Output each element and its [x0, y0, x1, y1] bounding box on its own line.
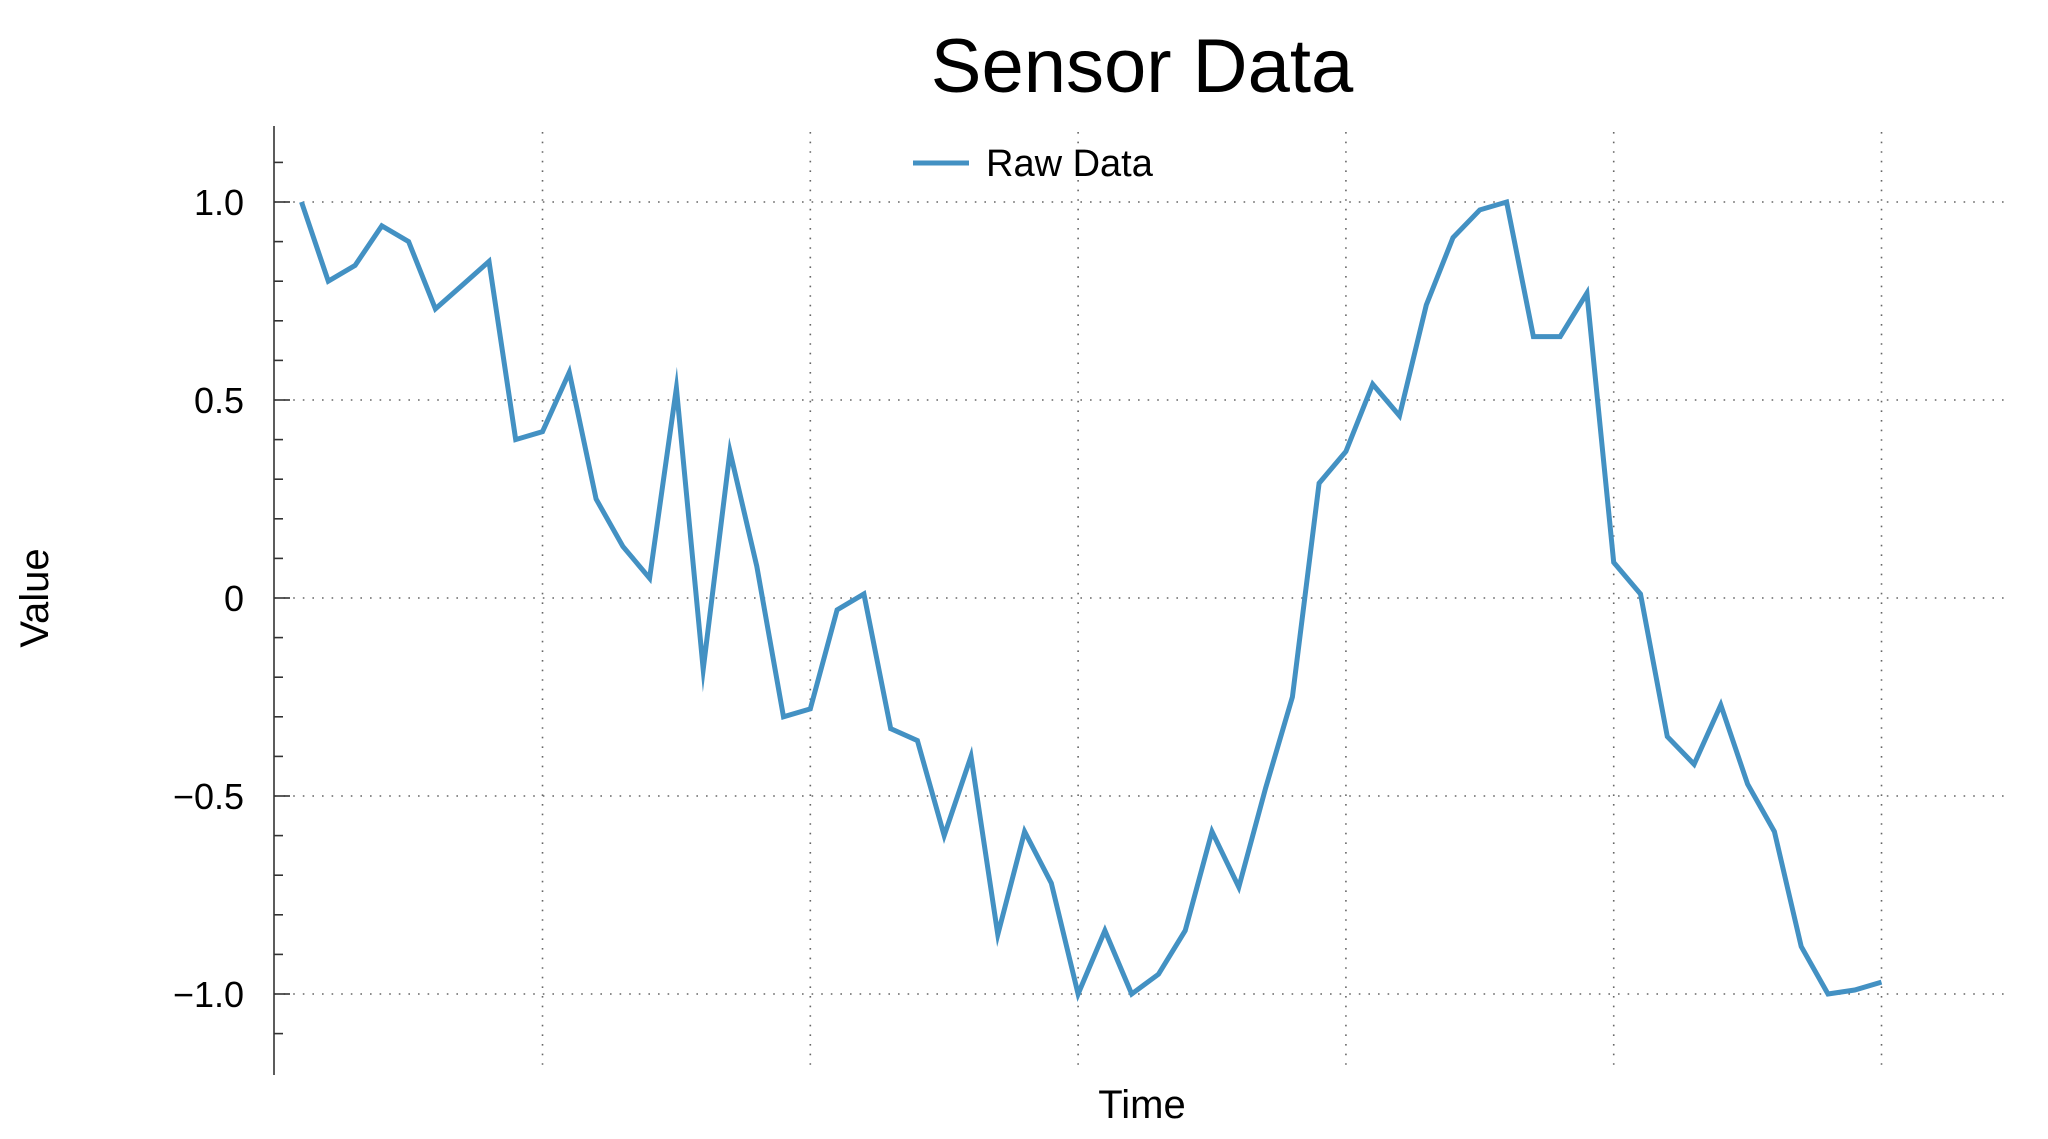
x-axis-label: Time — [1098, 1083, 1185, 1127]
series-line-0 — [299, 198, 1883, 1002]
y-axis-label: Value — [13, 548, 57, 647]
y-tick-label: 0.5 — [194, 380, 244, 421]
y-ticks: 1.0 0.5 0 −0.5 −1.0 — [173, 161, 290, 1035]
legend: Raw Data — [913, 143, 1154, 185]
grid — [274, 132, 2010, 1065]
y-tick-label: −1.0 — [173, 974, 244, 1015]
chart-title: Sensor Data — [931, 24, 1354, 109]
y-tick-label: 1.0 — [194, 182, 244, 223]
y-tick-label: 0 — [224, 578, 244, 619]
legend-label: Raw Data — [986, 143, 1154, 185]
y-tick-label: −0.5 — [173, 776, 244, 817]
plot-area — [299, 198, 1883, 1002]
